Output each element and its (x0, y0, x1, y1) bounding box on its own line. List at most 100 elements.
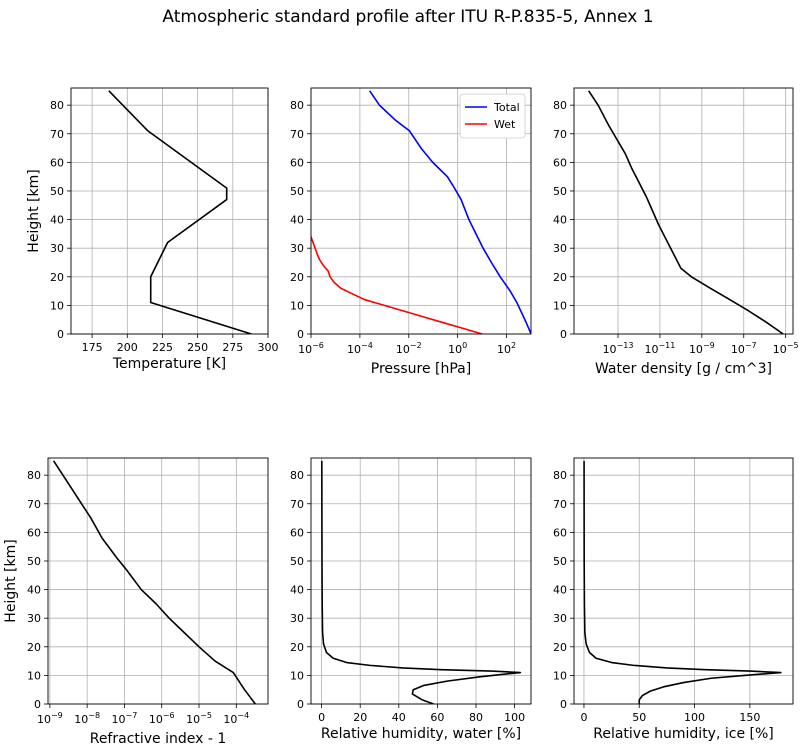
x-tick-label: 10−9 (37, 711, 63, 726)
x-tick-label: 10−8 (74, 711, 100, 726)
y-tick-label: 50 (553, 555, 567, 568)
y-tick-label: 50 (290, 555, 304, 568)
y-tick-label: 20 (553, 641, 567, 654)
y-tick-label: 40 (553, 214, 567, 227)
x-tick-label: 50 (632, 711, 646, 724)
x-tick-label: 102 (497, 341, 516, 356)
y-tick-label: 20 (553, 271, 567, 284)
chart-panel-pressure: 10−6 10−4 10−2 100 10201020304050607080Press… (290, 87, 532, 377)
x-tick-label: 10−6 (149, 711, 175, 726)
x-axis-label: Relative humidity, water [%] (321, 726, 521, 742)
y-tick-label: 60 (290, 526, 304, 539)
x-tick-label: 10−7 (112, 711, 138, 726)
x-tick-label: 175 (82, 341, 103, 354)
y-tick-label: 70 (553, 498, 567, 511)
series-line-rh-ice (583, 460, 782, 704)
x-tick-label: 100 (448, 341, 467, 356)
chart-panel-rh-water: 0 20 40 60 80 100 0 10 20 30 40 50 60 70 80 Relative hu… (290, 457, 532, 742)
chart-panel-rh-ice: 0 50 100 150 0 10 20 30 40 50 60 70 80 Relative humid… (553, 457, 794, 742)
y-tick-label: 10 (553, 299, 567, 312)
x-tick-label: 10−11 (644, 341, 675, 356)
y-axis-label: Height [km] (26, 169, 42, 252)
series-line-rh-water (321, 460, 522, 704)
y-tick-label: 30 (290, 242, 304, 255)
y-tick-label: 60 (553, 156, 567, 169)
x-tick-label: 10−5 (186, 711, 212, 726)
y-tick-label: 10 (290, 669, 304, 682)
x-axis-label: Pressure [hPa] (371, 361, 471, 377)
axes-frame (573, 87, 794, 335)
y-tick-label: 0 (560, 328, 567, 341)
y-tick-label: 60 (553, 526, 567, 539)
y-tick-label: 80 (290, 469, 304, 482)
y-tick-label: 20 (50, 271, 64, 284)
y-tick-label: 20 (290, 271, 304, 284)
y-tick-label: 80 (27, 469, 41, 482)
x-tick-label: 10−13 (603, 341, 634, 356)
x-axis-label: Water density [g / cm^3] (595, 361, 772, 377)
legend: Total Wet (459, 93, 526, 139)
x-tick-label: 0 (318, 711, 325, 724)
y-tick-label: 70 (290, 498, 304, 511)
y-tick-label: 50 (27, 555, 41, 568)
axes-frame (47, 457, 269, 705)
axes-frame (573, 457, 794, 705)
y-tick-label: 80 (50, 99, 64, 112)
axes-frame (70, 87, 269, 335)
y-tick-label: 30 (553, 242, 567, 255)
y-tick-label: 40 (553, 584, 567, 597)
x-tick-label: 200 (117, 341, 138, 354)
x-tick-label: 40 (392, 711, 406, 724)
y-tick-label: 30 (27, 612, 41, 625)
chart-panel-water-density: 10−13 10−11 10−9 10−7 10−5 0 10 20 30 40 50 60 70 80 W… (553, 87, 799, 377)
x-tick-label: 10−4 (223, 711, 249, 726)
y-tick-label: 50 (50, 185, 64, 198)
series-line-total (369, 90, 531, 334)
series-line-temperature (108, 90, 252, 334)
y-axis-label: Height [km] (3, 539, 19, 622)
y-tick-label: 60 (27, 526, 41, 539)
y-tick-label: 0 (57, 328, 64, 341)
y-tick-label: 70 (27, 498, 41, 511)
x-axis-label: Relative humidity, ice [%] (593, 726, 774, 742)
y-tick-label: 0 (297, 328, 304, 341)
x-axis-label: Temperature [K] (112, 356, 226, 372)
x-tick-label: 0 (580, 711, 587, 724)
y-tick-label: 10 (290, 299, 304, 312)
chart-panel-temperature: 175 200 225 250 275 300 0 10 20 30 40 50 60 70 80 Tempe… (26, 87, 279, 372)
axes-frame (310, 457, 532, 705)
x-tick-label: 60 (430, 711, 444, 724)
y-tick-label: 70 (50, 128, 64, 141)
x-axis-label: Refractive index - 1 (90, 731, 227, 747)
series-line-wet (311, 234, 483, 334)
x-tick-label: 250 (187, 341, 208, 354)
y-tick-label: 40 (27, 584, 41, 597)
x-tick-label: 20 (353, 711, 367, 724)
series-line-water-density (588, 90, 784, 334)
y-tick-label: 80 (290, 99, 304, 112)
x-tick-label: 10−9 (689, 341, 715, 356)
y-tick-label: 60 (50, 156, 64, 169)
y-tick-label: 20 (290, 641, 304, 654)
y-tick-label: 30 (290, 612, 304, 625)
y-tick-label: 50 (290, 185, 304, 198)
y-tick-label: 80 (553, 469, 567, 482)
x-tick-label: 275 (222, 341, 243, 354)
x-tick-label: 80 (469, 711, 483, 724)
x-tick-label: 10−2 (396, 341, 422, 356)
y-tick-label: 30 (553, 612, 567, 625)
y-tick-label: 0 (34, 698, 41, 711)
y-tick-label: 40 (290, 214, 304, 227)
series-line-refractive-index (52, 460, 256, 704)
x-tick-label: 10−7 (731, 341, 757, 356)
x-tick-label: 10−6 (298, 341, 324, 356)
y-tick-label: 40 (290, 584, 304, 597)
x-tick-label: 10−5 (773, 341, 799, 356)
y-tick-label: 40 (50, 214, 64, 227)
y-tick-label: 0 (297, 698, 304, 711)
y-tick-label: 0 (560, 698, 567, 711)
x-tick-label: 150 (739, 711, 760, 724)
x-tick-label: 225 (152, 341, 173, 354)
x-tick-label: 10−4 (347, 341, 373, 356)
